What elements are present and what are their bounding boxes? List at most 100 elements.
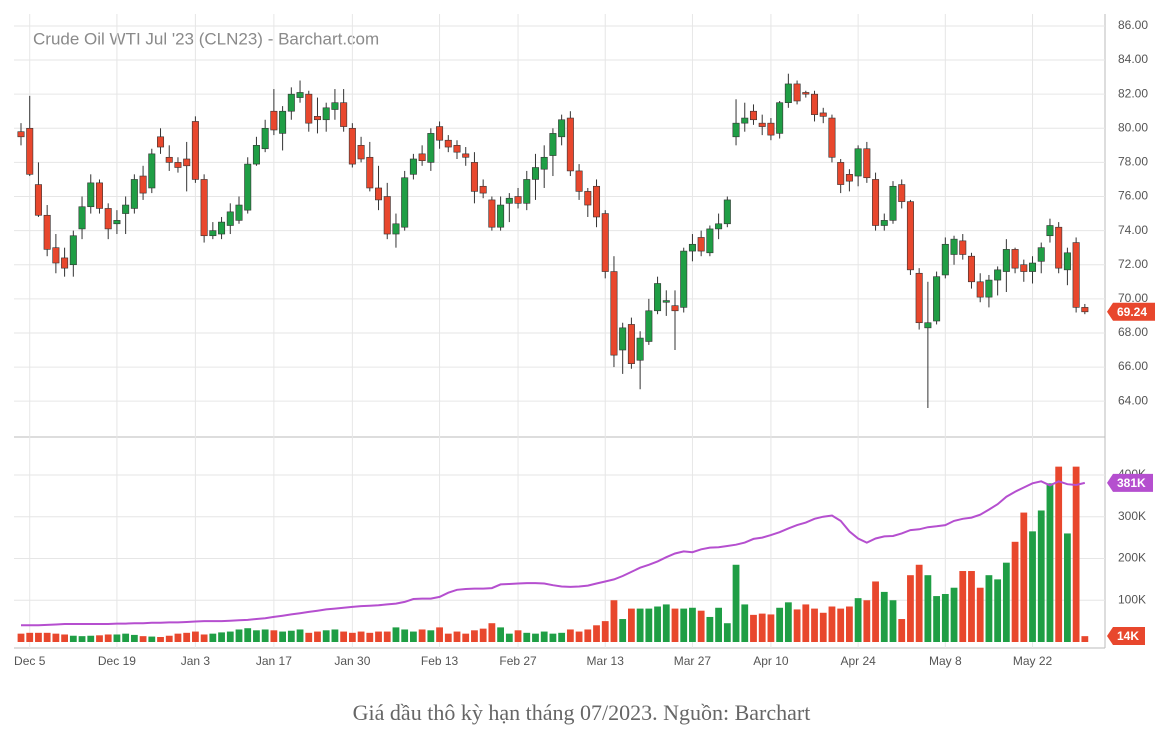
volume-bar — [880, 591, 888, 642]
candle-body — [279, 110, 287, 134]
x-tick-label: Feb 27 — [499, 654, 537, 668]
x-tick-label: May 8 — [929, 654, 962, 668]
candle-body — [218, 221, 226, 235]
candle-body — [244, 163, 252, 211]
line-label: 381K — [1117, 476, 1146, 490]
candle-body — [959, 240, 967, 255]
candle-body — [662, 300, 670, 303]
candle-body — [828, 117, 836, 158]
candle-body — [87, 182, 95, 208]
candle-body — [252, 145, 260, 165]
volume-bar — [575, 631, 583, 642]
x-tick-label: Jan 17 — [256, 654, 292, 668]
volume-bar — [898, 619, 906, 642]
candle-body — [497, 204, 505, 228]
volume-bar — [802, 604, 810, 642]
volume-bar — [750, 614, 757, 642]
x-tick-label: Mar 13 — [587, 654, 625, 668]
volume-bar — [907, 575, 914, 642]
volume-bar — [680, 608, 688, 642]
candle-body — [566, 117, 574, 172]
volume-bar — [1029, 531, 1036, 642]
candle-body — [941, 243, 949, 276]
candle-body — [723, 199, 731, 225]
volume-bar — [348, 632, 356, 642]
candle-body — [235, 204, 243, 221]
candle-body — [610, 271, 618, 356]
volume-bar — [784, 602, 792, 642]
volume-bar — [1072, 466, 1080, 642]
volume-bar — [139, 636, 147, 642]
y-tick-label: 66.00 — [1118, 359, 1148, 373]
volume-bar — [985, 575, 993, 642]
volume-bar — [392, 627, 400, 642]
candle-body — [758, 122, 766, 127]
volume-bar — [723, 623, 731, 642]
candle-body — [61, 257, 69, 269]
volume-bar — [26, 632, 34, 642]
candle-body — [906, 201, 914, 271]
candle-body — [453, 145, 461, 153]
candle-body — [558, 119, 566, 138]
candle-body — [26, 127, 34, 175]
candle-body — [645, 310, 653, 342]
candle-body — [531, 167, 539, 180]
volume-bar — [296, 629, 304, 642]
volume-bar — [253, 630, 260, 642]
candle-body — [436, 126, 444, 141]
volume-bar — [819, 612, 827, 642]
candle-body — [1037, 247, 1045, 262]
candle-body — [706, 228, 714, 254]
candle-body — [601, 213, 609, 272]
y-tick-label: 84.00 — [1118, 52, 1148, 66]
volume-bar — [78, 636, 86, 642]
volume-bar — [479, 628, 487, 642]
candle-body — [688, 243, 696, 252]
volume-bar — [35, 632, 42, 642]
volume-bar — [514, 630, 522, 642]
volume-bar — [200, 634, 208, 642]
candle-body — [1072, 242, 1080, 308]
volume-bar — [453, 631, 461, 642]
candle-body — [427, 133, 435, 163]
volume-bar — [968, 571, 975, 642]
candle-body — [78, 206, 86, 230]
volume-bar — [104, 634, 112, 642]
volume-bar — [183, 632, 191, 642]
candle-body — [514, 196, 522, 204]
volume-bar — [1011, 541, 1019, 642]
candle-body — [34, 184, 42, 216]
volume-bar — [226, 631, 234, 642]
volume-bar — [976, 587, 984, 642]
volume-bar — [628, 608, 635, 642]
x-tick-label: Feb 13 — [421, 654, 459, 668]
candle-body — [671, 305, 679, 312]
volume-bar — [340, 631, 348, 642]
candle-body — [1081, 307, 1089, 313]
candle-body — [802, 92, 810, 95]
volume-bar — [767, 614, 775, 642]
volume-bar — [933, 596, 940, 642]
candle-body — [1011, 249, 1019, 269]
volume-bar — [941, 593, 949, 642]
volume-bar — [130, 634, 138, 642]
candle-body — [130, 179, 138, 209]
volume-bar — [462, 633, 470, 642]
volume-bar — [636, 608, 644, 642]
volume-bar — [279, 631, 286, 642]
x-tick-label: May 22 — [1013, 654, 1053, 668]
volume-bar — [741, 604, 749, 642]
y-tick-label: 70.00 — [1118, 291, 1148, 305]
volume-bar — [1064, 533, 1071, 642]
volume-bar — [540, 631, 548, 642]
y2-tick-label: 300K — [1118, 509, 1146, 523]
candle-body — [915, 272, 923, 324]
y-tick-label: 64.00 — [1118, 393, 1148, 407]
candle-body — [732, 122, 740, 138]
candle-body — [636, 337, 644, 361]
candle-body — [741, 117, 749, 124]
candle-body — [200, 179, 208, 237]
volume-bar — [689, 607, 696, 642]
candle-body — [69, 235, 77, 266]
